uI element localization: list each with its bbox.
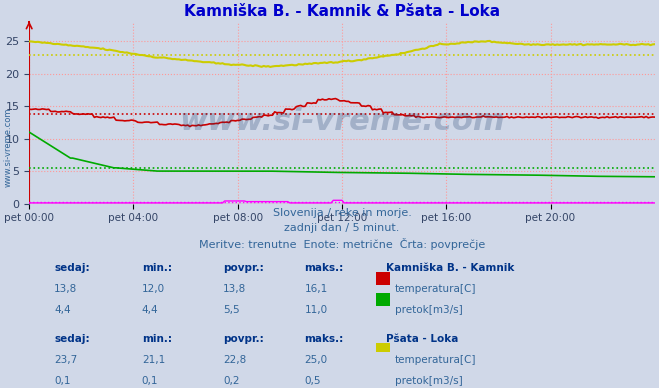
Text: pretok[m3/s]: pretok[m3/s]: [395, 376, 463, 386]
Text: 23,7: 23,7: [54, 355, 78, 365]
FancyBboxPatch shape: [376, 364, 390, 378]
Text: 4,4: 4,4: [142, 305, 158, 315]
Text: povpr.:: povpr.:: [223, 263, 264, 273]
Text: temperatura[C]: temperatura[C]: [395, 355, 476, 365]
Text: maks.:: maks.:: [304, 263, 344, 273]
Text: 25,0: 25,0: [304, 355, 328, 365]
Text: 12,0: 12,0: [142, 284, 165, 294]
FancyBboxPatch shape: [376, 293, 390, 306]
Text: www.si-vreme.com: www.si-vreme.com: [179, 107, 505, 136]
Text: maks.:: maks.:: [304, 334, 344, 345]
Text: Slovenija / reke in morje.: Slovenija / reke in morje.: [273, 208, 411, 218]
Text: zadnji dan / 5 minut.: zadnji dan / 5 minut.: [284, 223, 400, 233]
Title: Kamniška B. - Kamnik & Pšata - Loka: Kamniška B. - Kamnik & Pšata - Loka: [184, 4, 500, 19]
Text: 13,8: 13,8: [223, 284, 246, 294]
Text: povpr.:: povpr.:: [223, 334, 264, 345]
Text: 4,4: 4,4: [54, 305, 71, 315]
Text: 0,5: 0,5: [304, 376, 321, 386]
Text: 13,8: 13,8: [54, 284, 78, 294]
FancyBboxPatch shape: [376, 272, 390, 286]
Text: 0,1: 0,1: [54, 376, 71, 386]
Text: 21,1: 21,1: [142, 355, 165, 365]
Text: Pšata - Loka: Pšata - Loka: [386, 334, 458, 345]
Text: 5,5: 5,5: [223, 305, 240, 315]
Text: Kamniška B. - Kamnik: Kamniška B. - Kamnik: [386, 263, 514, 273]
Text: 16,1: 16,1: [304, 284, 328, 294]
Text: Meritve: trenutne  Enote: metrične  Črta: povprečje: Meritve: trenutne Enote: metrične Črta: …: [199, 238, 485, 250]
Text: sedaj:: sedaj:: [54, 263, 90, 273]
Text: 0,2: 0,2: [223, 376, 240, 386]
Text: min.:: min.:: [142, 334, 172, 345]
FancyBboxPatch shape: [376, 343, 390, 357]
Text: 0,1: 0,1: [142, 376, 158, 386]
Text: sedaj:: sedaj:: [54, 334, 90, 345]
Text: pretok[m3/s]: pretok[m3/s]: [395, 305, 463, 315]
Text: www.si-vreme.com: www.si-vreme.com: [3, 108, 13, 187]
Text: temperatura[C]: temperatura[C]: [395, 284, 476, 294]
Text: 11,0: 11,0: [304, 305, 328, 315]
Text: 22,8: 22,8: [223, 355, 246, 365]
Text: min.:: min.:: [142, 263, 172, 273]
